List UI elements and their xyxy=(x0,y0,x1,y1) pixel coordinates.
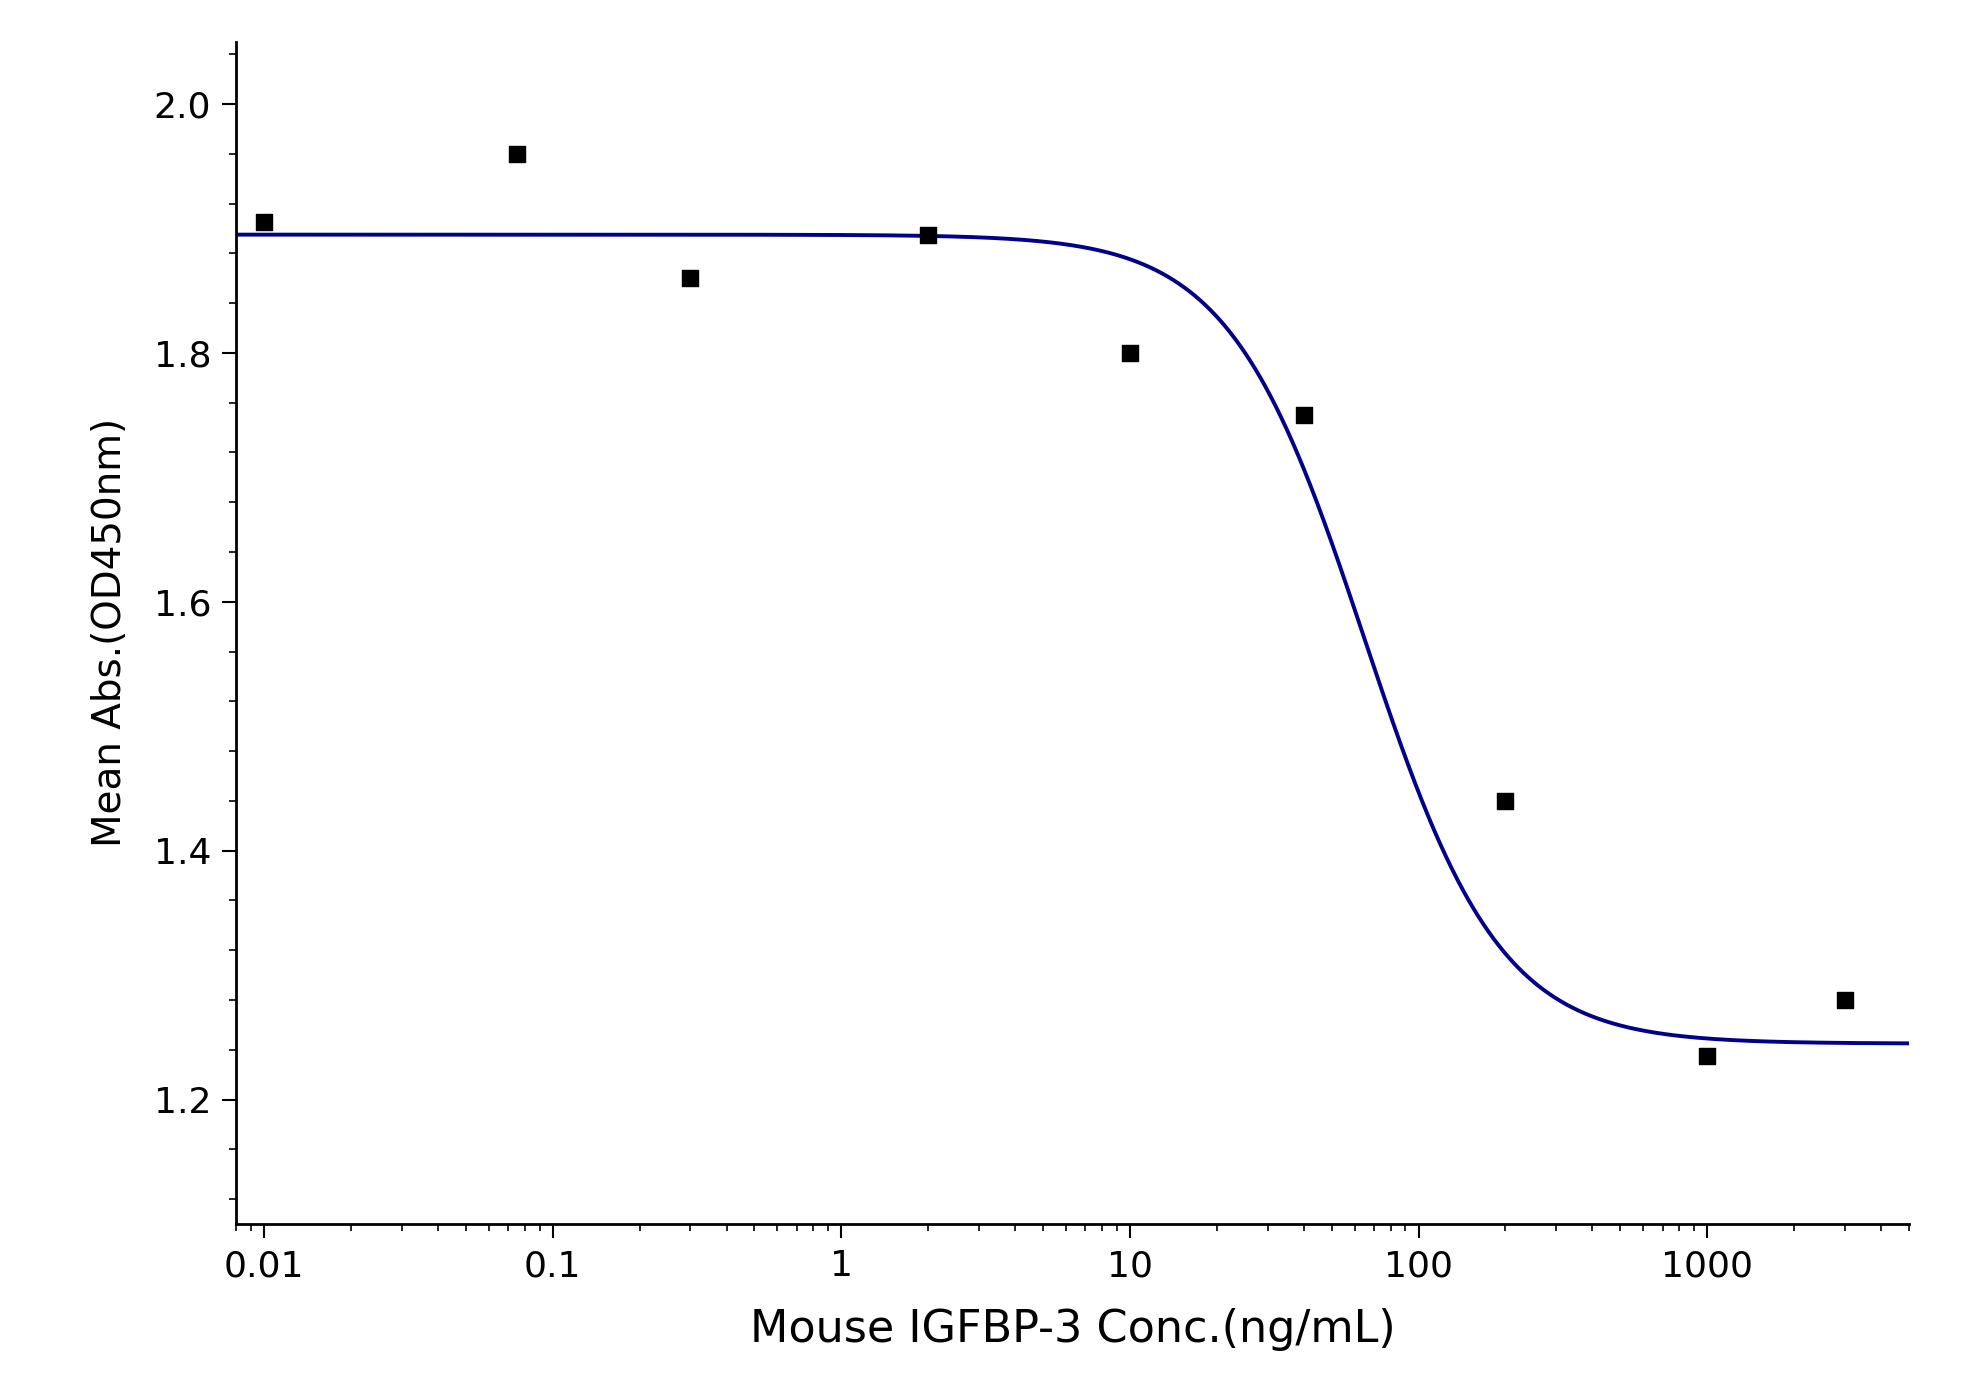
Point xyxy=(1490,790,1521,812)
Point xyxy=(248,211,279,234)
Point xyxy=(913,224,945,246)
Point xyxy=(1114,342,1145,364)
Point xyxy=(675,267,707,289)
Point xyxy=(1287,403,1319,426)
Point xyxy=(1691,1045,1722,1067)
Point xyxy=(502,143,533,166)
Y-axis label: Mean Abs.(OD450nm): Mean Abs.(OD450nm) xyxy=(91,419,128,847)
X-axis label: Mouse IGFBP-3 Conc.(ng/mL): Mouse IGFBP-3 Conc.(ng/mL) xyxy=(750,1308,1395,1351)
Point xyxy=(1828,989,1860,1011)
